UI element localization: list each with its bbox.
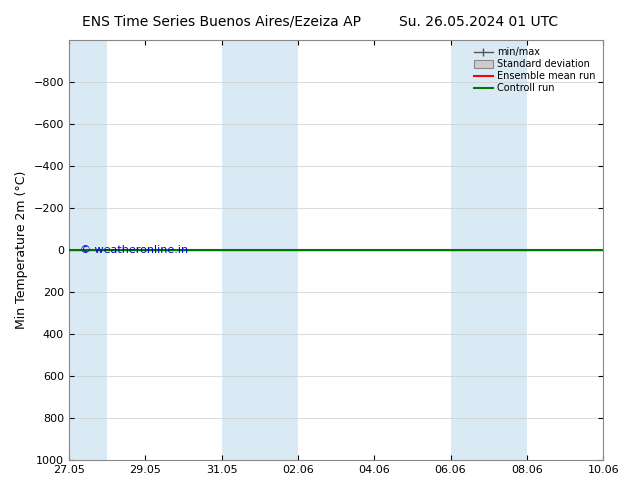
Text: ENS Time Series Buenos Aires/Ezeiza AP: ENS Time Series Buenos Aires/Ezeiza AP — [82, 15, 361, 29]
Bar — [451, 40, 527, 460]
Bar — [69, 40, 107, 460]
Bar — [221, 40, 298, 460]
Text: Su. 26.05.2024 01 UTC: Su. 26.05.2024 01 UTC — [399, 15, 559, 29]
Y-axis label: Min Temperature 2m (°C): Min Temperature 2m (°C) — [15, 171, 28, 329]
Legend: min/max, Standard deviation, Ensemble mean run, Controll run: min/max, Standard deviation, Ensemble me… — [470, 45, 598, 96]
Text: © weatheronline.in: © weatheronline.in — [80, 245, 188, 255]
